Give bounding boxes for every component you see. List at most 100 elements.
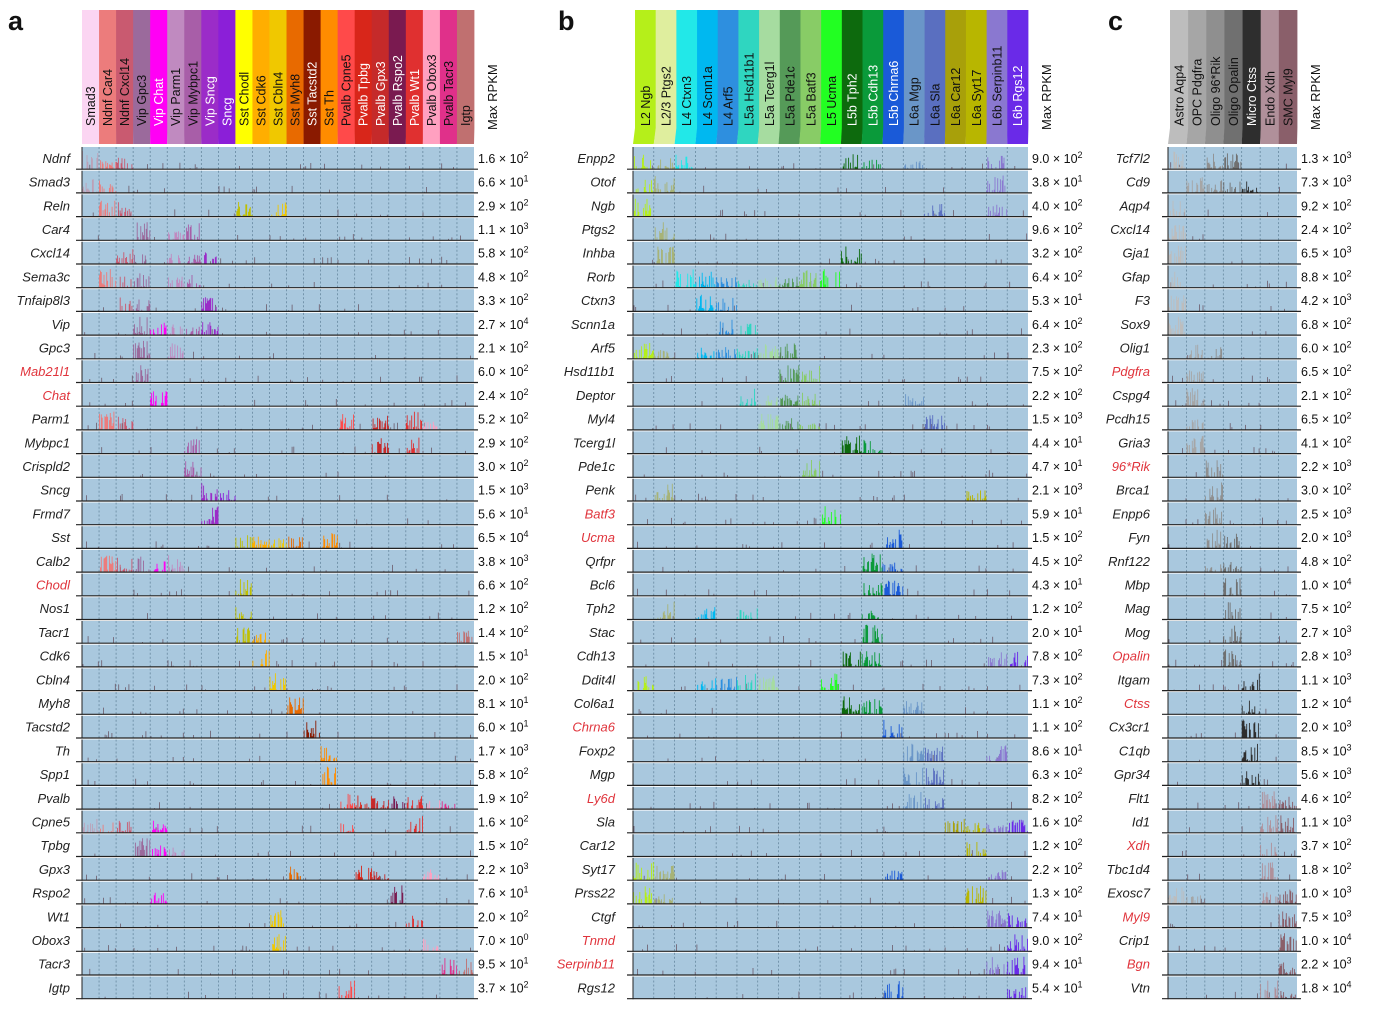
track-bg-b-31	[633, 881, 1028, 904]
expression-bars-a-15-7	[201, 506, 219, 525]
celltype-header-a-4	[150, 10, 168, 128]
gene-label-b-33: Tnmd	[582, 933, 616, 948]
celltype-funnel-b-11	[861, 128, 884, 144]
track-bg-c-7	[1168, 312, 1297, 336]
celltype-funnel-b-10	[840, 128, 863, 144]
gene-track-c-3: Cxcl14 2.4 × 102	[1110, 218, 1352, 241]
expression-bars-background	[1177, 779, 1268, 786]
max-rpkm-value-c-0: 1.3 × 103	[1301, 150, 1352, 166]
max-rpkm-value-b-8: 2.3 × 102	[1032, 339, 1083, 355]
gene-label-b-26: Mgp	[590, 767, 615, 782]
celltype-funnel-b-4	[716, 128, 739, 144]
max-rpkm-value-b-12: 4.4 × 101	[1032, 434, 1083, 450]
gene-label-b-5: Rorb	[587, 269, 615, 284]
max-rpkm-value-c-5: 8.8 × 102	[1301, 268, 1352, 284]
max-rpkm-value-b-14: 2.1 × 103	[1032, 482, 1083, 498]
max-rpkm-value-b-31: 1.3 × 102	[1032, 885, 1083, 901]
gene-track-a-23: Myh8 8.1 × 101	[38, 692, 529, 715]
gene-label-b-24: Chrna6	[572, 720, 615, 735]
expression-bars-a-11-17	[372, 415, 389, 430]
gene-label-a-20: Tacr1	[38, 625, 70, 640]
track-bg-b-4	[633, 241, 1028, 264]
track-bg-b-16	[633, 526, 1028, 549]
gene-track-a-9: Mab21l1 6.0 × 102	[20, 360, 529, 384]
celltype-label-b-16: L6a Syt17	[970, 70, 984, 126]
max-rpkm-value-a-1: 6.6 × 101	[478, 174, 529, 190]
celltype-label-a-15: Pvalb Cpne5	[340, 54, 354, 126]
gene-track-b-23: Col6a1 1.1 × 102	[574, 692, 1083, 715]
gene-label-a-27: Pvalb	[37, 791, 70, 806]
track-bg-a-5	[82, 265, 474, 288]
gene-label-a-9: Mab21l1	[20, 364, 70, 379]
expression-bars-a-32-19	[405, 915, 423, 928]
expression-bars-b-26-14	[925, 768, 944, 786]
celltype-header-b-0	[635, 10, 657, 128]
panel-label-b: b	[558, 6, 575, 36]
gene-label-c-31: Exosc7	[1107, 886, 1150, 901]
max-rpkm-value-b-13: 4.7 × 101	[1032, 458, 1083, 474]
gene-label-a-31: Rspo2	[32, 886, 70, 901]
expression-bars-background	[706, 991, 980, 999]
celltype-header-c-1	[1188, 10, 1207, 128]
gene-track-c-29: Xdh 3.7 × 102	[1126, 834, 1352, 858]
gene-track-b-35: Rgs12 5.4 × 101	[577, 976, 1083, 1000]
gene-track-b-25: Foxp2 8.6 × 101	[579, 739, 1083, 763]
gene-track-a-25: Th 1.7 × 103	[55, 739, 529, 763]
gene-track-b-22: Ddit4l 7.3 × 102	[582, 668, 1083, 692]
expression-bars-b-29-16	[966, 842, 987, 857]
celltype-header-b-15	[945, 10, 967, 128]
gene-track-b-9: Hsd11b1 7.5 × 102	[564, 360, 1083, 384]
gene-label-a-6: Tnfaip8l3	[17, 293, 71, 308]
celltype-header-a-17	[371, 10, 390, 128]
gene-label-c-20: Mog	[1125, 625, 1151, 640]
max-rpkm-value-c-15: 2.5 × 103	[1301, 505, 1352, 521]
track-bg-b-6	[633, 289, 1028, 312]
gene-track-a-19: Nos1 1.2 × 102	[40, 597, 529, 621]
celltype-funnel-a-12	[286, 128, 304, 144]
gene-track-a-5: Sema3c 4.8 × 102	[22, 265, 529, 289]
gene-track-b-29: Car12 1.2 × 102	[580, 834, 1083, 858]
celltype-header-a-22	[456, 10, 475, 128]
track-bg-c-3	[1168, 218, 1297, 241]
max-rpkm-value-a-16: 6.5 × 104	[478, 529, 529, 545]
track-bg-a-19	[82, 597, 474, 620]
track-bg-b-28	[633, 810, 1028, 833]
gene-label-a-17: Calb2	[36, 554, 71, 569]
gene-track-a-13: Crispld2 3.0 × 102	[22, 455, 529, 478]
gene-track-c-18: Mbp 1.0 × 104	[1125, 573, 1352, 597]
gene-label-a-14: Sncg	[40, 483, 70, 498]
gene-track-b-14: Penk 2.1 × 103	[585, 478, 1083, 502]
gene-track-a-28: Cpne5 1.6 × 102	[32, 810, 529, 834]
max-rpkm-value-a-14: 1.5 × 103	[478, 482, 529, 498]
track-bg-c-5	[1168, 265, 1297, 288]
expression-bars-b-26-13	[903, 767, 924, 786]
max-rpkm-value-c-12: 4.1 × 102	[1301, 434, 1352, 450]
gene-label-c-29: Xdh	[1126, 838, 1150, 853]
max-rpkm-value-c-21: 2.8 × 103	[1301, 648, 1352, 664]
gene-track-b-11: Myl4 1.5 × 103	[588, 407, 1083, 431]
gene-track-a-27: Pvalb 1.9 × 102	[37, 786, 529, 810]
expression-bars-b-13-8	[802, 460, 821, 478]
gene-track-c-1: Cd9 7.3 × 103	[1126, 170, 1352, 194]
gene-track-b-16: Ucma 1.5 × 102	[581, 526, 1083, 550]
gene-track-c-5: Gfap 8.8 × 102	[1122, 265, 1352, 289]
track-bg-a-31	[82, 881, 474, 904]
celltype-funnel-b-8	[799, 128, 822, 144]
celltype-label-b-9: L5 Ucma	[825, 76, 839, 126]
celltype-funnel-a-19	[405, 128, 424, 144]
gene-track-a-0: Ndnf 1.6 × 102	[43, 147, 529, 170]
max-rpkm-value-b-24: 1.1 × 102	[1032, 719, 1083, 735]
celltype-funnel-b-0	[633, 128, 657, 144]
track-bg-b-8	[633, 336, 1028, 359]
celltype-header-b-4	[717, 10, 739, 128]
track-bg-c-16	[1168, 526, 1297, 549]
gene-label-b-29: Car12	[580, 838, 616, 853]
celltype-label-c-5: Endo Xdh	[1263, 71, 1277, 126]
celltype-label-a-8: Sncg	[220, 97, 234, 126]
track-bg-c-14	[1168, 478, 1297, 501]
expression-bars-b-34-18	[1007, 956, 1026, 975]
max-rpkm-value-b-15: 5.9 × 101	[1032, 505, 1083, 521]
gene-track-b-4: Inhba 3.2 × 102	[582, 241, 1083, 265]
gene-track-c-13: 96*Rik 2.2 × 103	[1112, 455, 1352, 478]
max-rpkm-value-c-25: 8.5 × 103	[1301, 742, 1352, 758]
